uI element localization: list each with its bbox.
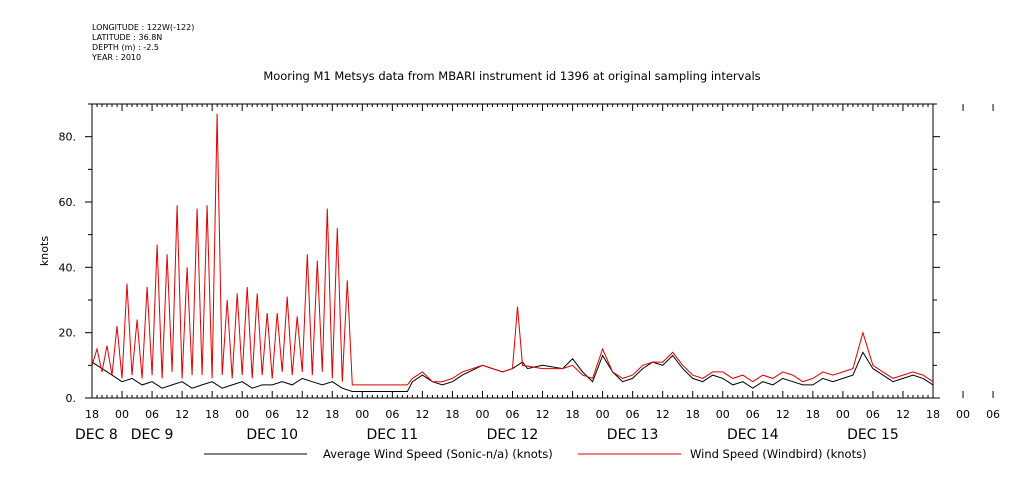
x-day-label: DEC 13 — [607, 427, 659, 443]
meta-latitude: LATITUDE : 36.8N — [92, 33, 162, 42]
chart-title: Mooring M1 Metsys data from MBARI instru… — [263, 69, 760, 83]
x-tick-label: 00 — [596, 408, 610, 421]
legend-label-average-wind: Average Wind Speed (Sonic-n/a) (knots) — [323, 447, 553, 461]
x-tick-label: 18 — [205, 408, 219, 421]
x-tick-label: 06 — [746, 408, 760, 421]
x-day-label: DEC 12 — [487, 427, 539, 443]
x-tick-label: 06 — [265, 408, 279, 421]
x-day-label: DEC 15 — [847, 427, 899, 443]
x-tick-label: 06 — [145, 408, 159, 421]
y-ticks: 0. 20. 40. 60. 80. — [59, 103, 940, 405]
x-minor-ticks — [96, 104, 929, 398]
meta-longitude: LONGITUDE : 122W(-122) — [92, 23, 194, 32]
x-tick-label: 18 — [686, 408, 700, 421]
y-tick-label: 40. — [59, 261, 77, 274]
x-day-label: DEC 8 — [75, 427, 118, 443]
x-tick-label: 12 — [415, 408, 429, 421]
x-tick-label: 12 — [536, 408, 550, 421]
y-tick-label: 0. — [66, 392, 77, 405]
x-tick-label: 12 — [175, 408, 189, 421]
x-tick-label: 12 — [896, 408, 910, 421]
x-day-label: DEC 10 — [246, 427, 298, 443]
x-day-label: DEC 9 — [131, 427, 174, 443]
x-tick-label: 00 — [115, 408, 129, 421]
x-tick-label: 06 — [986, 408, 1000, 421]
series-average-wind-speed — [91, 351, 934, 392]
meta-depth: DEPTH (m) : -2.5 — [92, 43, 159, 52]
x-tick-label: 00 — [716, 408, 730, 421]
x-tick-label: 18 — [85, 408, 99, 421]
x-tick-label: 18 — [325, 408, 339, 421]
y-tick-label: 80. — [59, 131, 77, 144]
x-tick-label: 06 — [385, 408, 399, 421]
x-tick-label: 06 — [506, 408, 520, 421]
y-tick-label: 20. — [59, 327, 77, 340]
x-tick-label: 00 — [956, 408, 970, 421]
series-layer — [91, 113, 934, 392]
meta-year: YEAR : 2010 — [91, 53, 141, 62]
x-day-label: DEC 11 — [367, 427, 419, 443]
x-tick-label: 18 — [566, 408, 580, 421]
x-tick-label: 18 — [445, 408, 459, 421]
x-tick-label: 18 — [806, 408, 820, 421]
series-windbird-wind-speed — [91, 113, 934, 386]
x-tick-label: 12 — [656, 408, 670, 421]
x-tick-label: 12 — [295, 408, 309, 421]
x-day-label: DEC 14 — [727, 427, 779, 443]
legend-label-windbird: Wind Speed (Windbird) (knots) — [690, 447, 867, 461]
x-tick-label: 06 — [626, 408, 640, 421]
x-tick-label: 00 — [355, 408, 369, 421]
x-major-ticks: 18 00 06 12 18 00 06 12 18 00 06 12 18 00 06 12 18 00 06 12… — [75, 104, 1000, 443]
x-tick-label: 18 — [926, 408, 940, 421]
y-tick-label: 60. — [59, 196, 77, 209]
x-tick-label: 00 — [475, 408, 489, 421]
x-tick-label: 00 — [235, 408, 249, 421]
x-tick-label: 06 — [866, 408, 880, 421]
y-axis-label: knots — [38, 236, 51, 266]
x-tick-label: 00 — [836, 408, 850, 421]
x-tick-label: 12 — [776, 408, 790, 421]
